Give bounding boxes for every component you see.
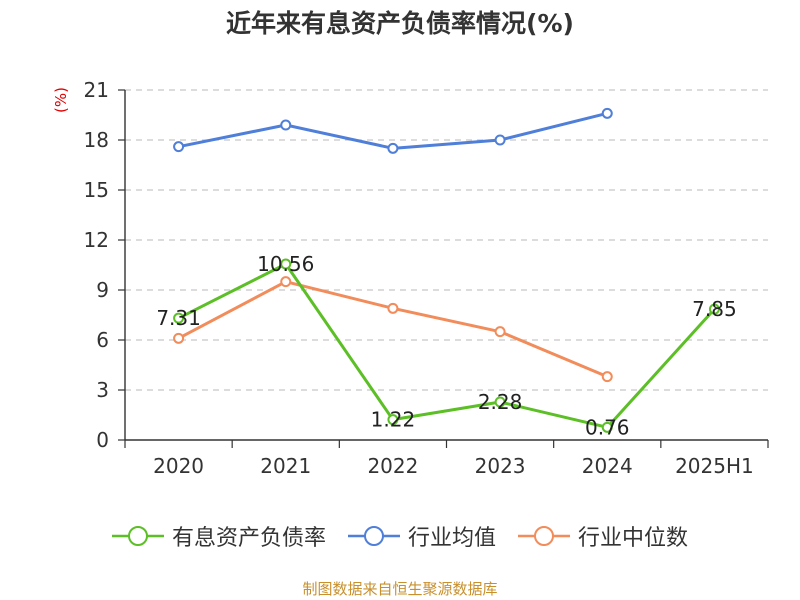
x-tick-label: 2022 <box>367 454 418 478</box>
legend-label: 有息资产负债率 <box>171 526 326 551</box>
y-tick-label: 3 <box>96 378 109 402</box>
data-point <box>387 142 399 154</box>
x-tick-label: 2025H1 <box>675 454 754 478</box>
data-point <box>601 421 613 433</box>
data-label: 1.22 <box>371 408 416 432</box>
series-line <box>177 262 716 429</box>
data-point <box>601 107 613 119</box>
data-point <box>173 141 185 153</box>
data-label: 7.31 <box>156 306 201 330</box>
data-label: 0.76 <box>585 415 630 439</box>
legend-item[interactable]: 有息资产负债率 <box>111 520 326 552</box>
data-point <box>494 396 506 408</box>
data-point <box>494 134 506 146</box>
y-tick-label: 21 <box>84 78 109 102</box>
data-point <box>173 332 185 344</box>
data-point <box>387 302 399 314</box>
chart-title: 近年来有息资产负债率情况(%) <box>226 9 574 38</box>
legend-item[interactable]: 行业中位数 <box>518 520 688 552</box>
data-label: 2.28 <box>478 390 523 414</box>
y-tick-label: 0 <box>96 428 109 452</box>
data-point <box>708 303 720 315</box>
x-tick-label: 2021 <box>260 454 311 478</box>
x-tick-label: 2023 <box>475 454 526 478</box>
data-point <box>601 371 613 383</box>
data-point <box>280 119 292 131</box>
legend-swatch <box>518 526 570 546</box>
line-chart: 0 3 6 9 12 15 18 21 2020 2021 2022 2023 2024 2025H1 7… <box>84 78 769 478</box>
data-point <box>387 414 399 426</box>
data-point <box>280 276 292 288</box>
legend-label: 行业均值 <box>407 526 496 551</box>
legend-swatch <box>111 526 164 546</box>
legend-label: 行业中位数 <box>578 526 689 551</box>
data-label: 7.85 <box>692 297 737 321</box>
y-tick-label: 12 <box>84 228 109 252</box>
x-tick-label: 2024 <box>582 454 633 478</box>
y-tick-label: 18 <box>84 128 109 152</box>
data-label: 10.56 <box>257 252 314 276</box>
legend: 有息资产负债率 行业均值 行业中位数 <box>0 520 800 552</box>
data-point <box>494 326 506 338</box>
series-lines <box>173 107 720 433</box>
data-point <box>280 258 292 270</box>
series-line <box>177 280 608 379</box>
x-tick-label: 2020 <box>153 454 204 478</box>
y-tick-label: 9 <box>96 278 109 302</box>
data-labels: 7.31 10.56 1.22 2.28 0.76 7.85 <box>156 252 736 439</box>
axes: 0 3 6 9 12 15 18 21 2020 2021 2022 2023 2024 2025H1 <box>84 78 769 478</box>
gridlines <box>125 89 768 391</box>
legend-item[interactable]: 行业均值 <box>347 520 496 552</box>
y-tick-label: 15 <box>84 178 109 202</box>
legend-swatch <box>347 526 400 546</box>
y-tick-label: 6 <box>96 328 109 352</box>
source-note: 制图数据来自恒生聚源数据库 <box>302 580 498 598</box>
data-point <box>173 312 185 324</box>
